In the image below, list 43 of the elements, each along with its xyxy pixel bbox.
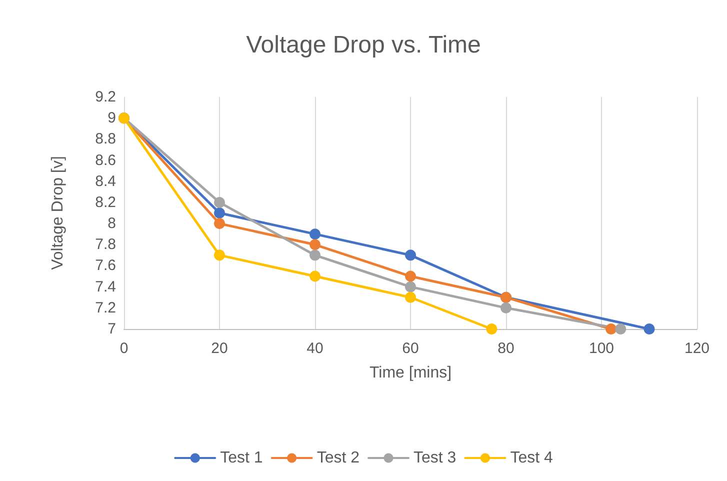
point	[405, 281, 416, 292]
x-tick-label: 100	[588, 340, 614, 357]
point	[405, 250, 416, 261]
point	[310, 250, 320, 261]
y-tick-label: 9	[108, 110, 116, 127]
point	[405, 270, 416, 282]
legend-label: Test 2	[316, 450, 360, 466]
point	[310, 270, 320, 282]
point	[310, 239, 320, 250]
x-tick-label: 80	[498, 340, 514, 357]
point	[606, 324, 617, 334]
chart-title: Voltage Drop vs. Time	[246, 32, 481, 58]
point	[214, 218, 225, 230]
y-tick-label: 7.8	[95, 236, 116, 254]
point	[615, 324, 626, 334]
y-axis-title: Voltage Drop [v]	[50, 156, 66, 270]
y-tick-label: 8.8	[95, 130, 116, 148]
y-tick-label: 7.6	[95, 257, 116, 274]
point	[214, 196, 225, 208]
y-tick-label: 7.2	[95, 299, 116, 316]
x-tick-label: 120	[684, 340, 710, 357]
point	[644, 324, 655, 334]
x-tick-label: 20	[211, 340, 228, 357]
point	[214, 208, 225, 218]
x-tick-label: 40	[306, 340, 324, 357]
point	[310, 228, 320, 240]
x-tick-label: 60	[402, 340, 419, 357]
y-tick-label: 9.2	[95, 88, 116, 106]
legend-label: Test 4	[510, 450, 553, 466]
point	[500, 302, 512, 314]
y-tick-label: 7	[108, 320, 116, 338]
legend-label: Test 3	[414, 450, 456, 466]
point	[214, 250, 225, 261]
x-axis-title: Time [mins]	[369, 364, 452, 382]
y-tick-label: 8	[108, 215, 116, 232]
point	[405, 292, 416, 303]
x-tick-label: 0	[120, 340, 128, 357]
y-tick-label: 7.4	[95, 278, 116, 296]
y-tick-label: 8.6	[95, 152, 116, 169]
y-tick-label: 8.2	[95, 194, 116, 211]
y-tick-label: 8.4	[95, 172, 116, 190]
point	[486, 324, 498, 334]
legend-label: Test 1	[220, 450, 263, 466]
